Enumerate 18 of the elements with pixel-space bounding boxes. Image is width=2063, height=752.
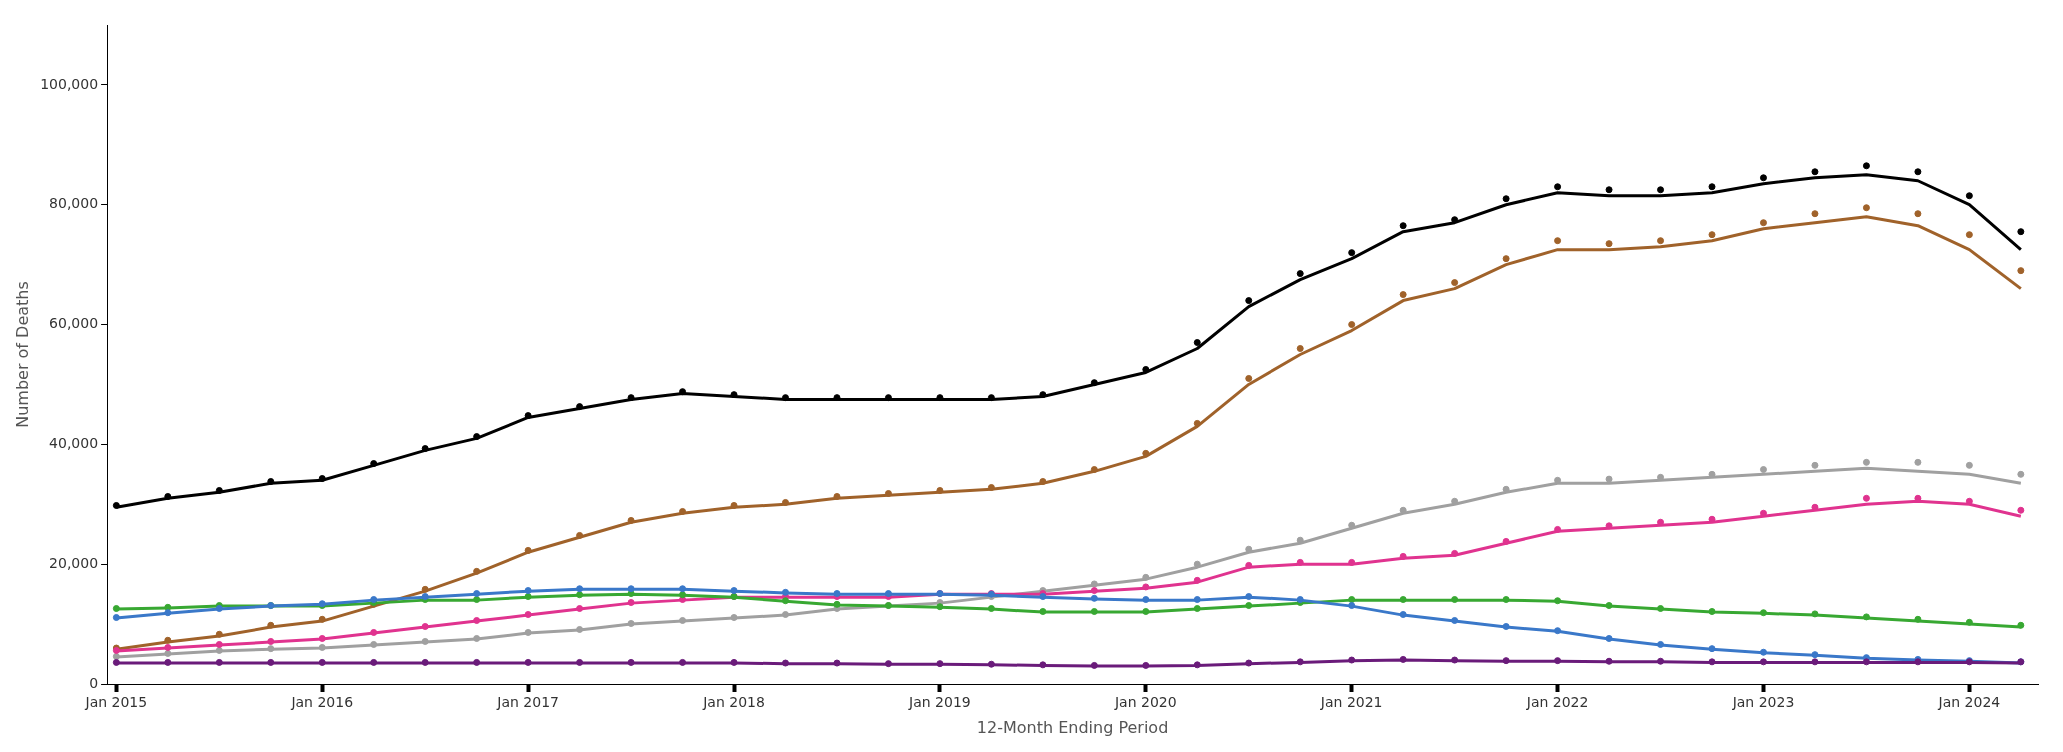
x-tick-label: Jan 2016 bbox=[290, 694, 354, 711]
x-tick-label: Jan 2017 bbox=[496, 694, 559, 711]
x-tick-label: Jan 2020 bbox=[1113, 694, 1177, 711]
x-tick-label: Jan 2021 bbox=[1319, 694, 1383, 711]
x-tick-label: Jan 2018 bbox=[702, 694, 765, 711]
y-tick-label: 0 bbox=[89, 674, 99, 691]
y-tick-label: 100,000 bbox=[40, 75, 99, 92]
x-axis-title: 12-Month Ending Period bbox=[976, 717, 1169, 737]
y-tick-label: 40,000 bbox=[49, 435, 99, 451]
y-tick-label: 60,000 bbox=[49, 315, 99, 332]
x-tick-label: Jan 2023 bbox=[1731, 694, 1795, 711]
x-tick-label: Jan 2024 bbox=[1937, 694, 2001, 711]
x-tick-label: Jan 2015 bbox=[84, 694, 148, 711]
y-tick-label: 80,000 bbox=[49, 195, 99, 212]
x-tick-label: Jan 2022 bbox=[1525, 694, 1589, 711]
y-axis-title: Number of Deaths bbox=[12, 281, 32, 428]
y-tick-label: 20,000 bbox=[49, 554, 99, 571]
x-tick-label: Jan 2019 bbox=[908, 694, 971, 711]
